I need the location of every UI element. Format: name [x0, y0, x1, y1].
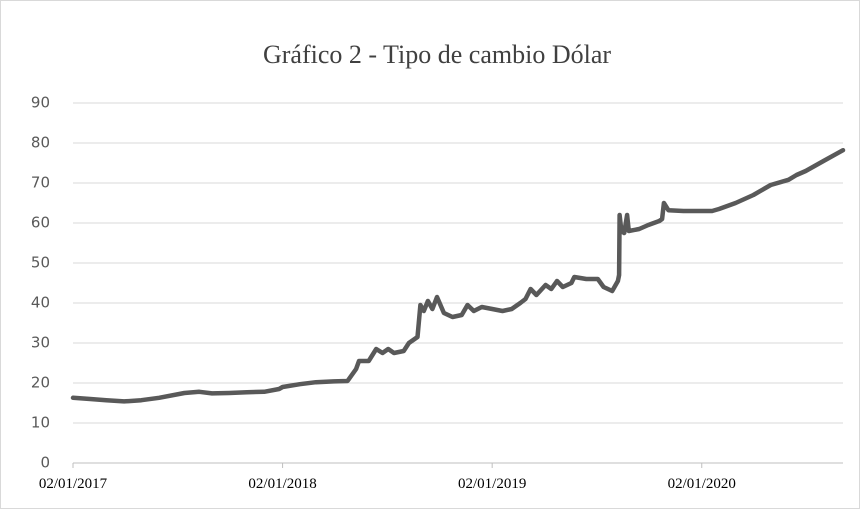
y-tick-label: 40: [31, 294, 50, 312]
data-line: [70, 147, 846, 404]
y-tick-label: 70: [31, 174, 50, 192]
y-tick-label: 90: [31, 94, 50, 112]
x-tick-label: 02/01/2017: [39, 476, 108, 492]
y-tick-label: 30: [31, 334, 50, 352]
y-tick-label: 0: [40, 454, 50, 472]
x-tick-label: 02/01/2019: [458, 476, 526, 492]
y-tick-label: 60: [31, 214, 50, 232]
chart-title: Gráfico 2 - Tipo de cambio Dólar: [263, 40, 611, 69]
y-tick-label: 80: [31, 134, 50, 152]
y-tick-label: 20: [31, 374, 50, 392]
x-tick-label: 02/01/2020: [668, 476, 736, 492]
x-tick-label: 02/01/2018: [248, 476, 316, 492]
y-tick-label: 10: [31, 414, 50, 432]
y-tick-label: 50: [31, 254, 50, 272]
